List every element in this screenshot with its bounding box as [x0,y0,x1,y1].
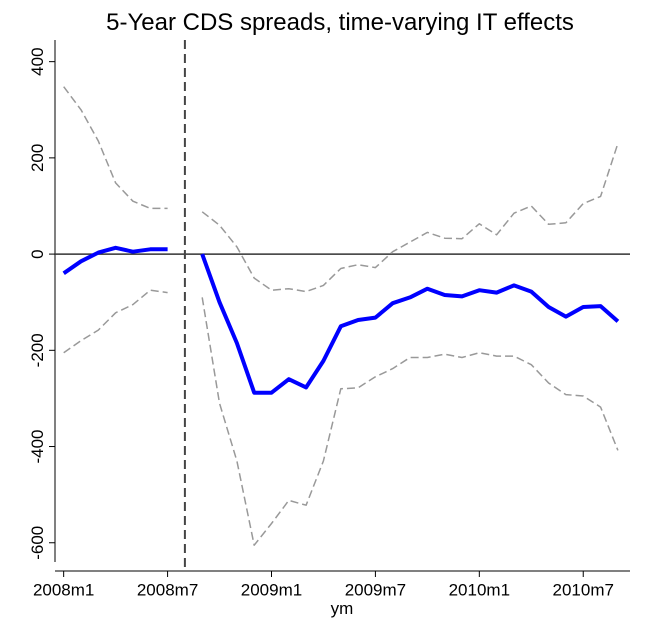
y-tick-label: -200 [28,333,47,367]
x-tick-label: 2010m1 [449,580,510,599]
y-tick-label: 400 [28,47,47,75]
x-tick-label: 2009m1 [241,580,302,599]
chart-title: 5-Year CDS spreads, time-varying IT effe… [106,9,574,36]
ci-line [63,289,619,546]
ci-line [63,86,619,293]
x-tick-label: 2010m7 [553,580,614,599]
y-tick-label: 200 [28,144,47,172]
y-tick-label: -400 [28,430,47,464]
x-axis-label: ym [331,599,354,618]
x-tick-label: 2009m7 [345,580,406,599]
y-tick-label: -600 [28,526,47,560]
x-tick-label: 2008m7 [137,580,198,599]
x-tick-label: 2008m1 [33,580,94,599]
y-tick-label: 0 [28,249,47,258]
estimate-line [62,245,620,395]
